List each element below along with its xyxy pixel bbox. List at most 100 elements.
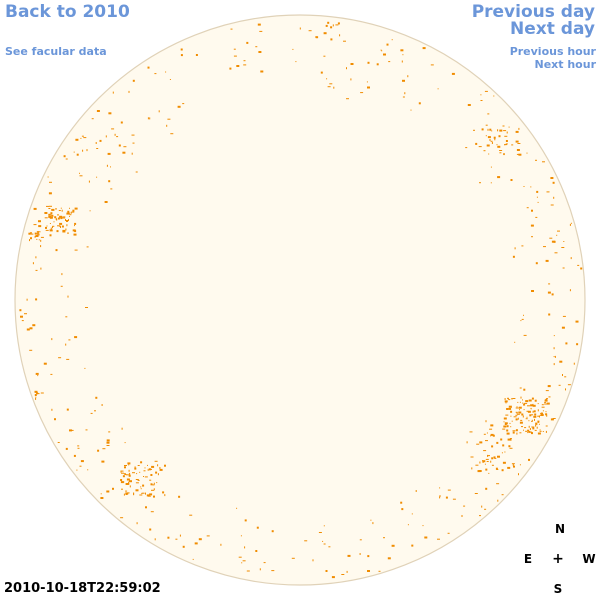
facula-speck: [83, 137, 87, 139]
facula-speck: [65, 343, 67, 346]
facula-speck: [530, 186, 532, 188]
facula-speck: [120, 121, 123, 124]
facula-speck: [65, 219, 66, 221]
facula-speck: [507, 398, 509, 400]
next-hour-link[interactable]: Next hour: [534, 58, 597, 71]
facula-speck: [135, 482, 139, 484]
facula-speck: [87, 469, 89, 471]
facula-speck: [505, 414, 509, 416]
facula-speck: [333, 86, 335, 89]
facula-speck: [452, 498, 456, 500]
facula-speck: [532, 410, 534, 413]
facula-speck: [56, 218, 58, 221]
facula-speck: [51, 214, 54, 217]
facula-speck: [35, 298, 38, 301]
facula-speck: [359, 539, 362, 541]
facula-speck: [520, 396, 522, 399]
facula-speck: [520, 320, 522, 322]
facula-speck: [112, 487, 114, 490]
facula-speck: [170, 133, 174, 135]
facula-speck: [567, 384, 571, 386]
facula-speck: [535, 424, 537, 427]
facula-speck: [422, 525, 424, 527]
facula-speck: [67, 295, 69, 298]
facula-speck: [504, 422, 508, 425]
facula-speck: [466, 441, 468, 444]
facula-speck: [491, 464, 494, 466]
previous-hour-link[interactable]: Previous hour: [509, 45, 596, 58]
facula-speck: [129, 485, 131, 488]
facula-speck: [147, 66, 150, 69]
facula-speck: [543, 246, 546, 248]
facula-speck: [150, 511, 154, 513]
facula-speck: [531, 236, 533, 238]
facula-speck: [147, 464, 148, 466]
facula-speck: [512, 398, 516, 399]
facula-speck: [512, 430, 516, 432]
facula-speck: [85, 307, 88, 308]
facula-speck: [80, 460, 84, 463]
facula-speck: [28, 232, 31, 235]
back-to-year-link[interactable]: Back to 2010: [5, 2, 130, 22]
facula-speck: [467, 104, 471, 106]
facula-speck: [537, 432, 541, 435]
facula-speck: [531, 397, 534, 400]
facula-speck: [53, 221, 55, 223]
facula-speck: [387, 557, 391, 560]
facula-speck: [99, 139, 102, 142]
facula-speck: [144, 467, 146, 469]
solar-disk: [14, 14, 586, 586]
facula-speck: [411, 513, 413, 515]
facula-speck: [475, 464, 479, 466]
facula-speck: [490, 182, 492, 184]
facula-speck: [229, 67, 232, 70]
next-day-link[interactable]: Next day: [510, 19, 595, 39]
facula-speck: [522, 402, 524, 404]
facula-speck: [483, 450, 487, 452]
facular-regions: [19, 21, 583, 579]
facula-speck: [470, 456, 474, 458]
facula-speck: [494, 457, 497, 459]
facula-speck: [461, 515, 463, 517]
facula-speck: [529, 428, 531, 430]
facula-speck: [478, 146, 482, 148]
facula-speck: [383, 537, 385, 539]
facula-speck: [149, 468, 152, 470]
facula-speck: [271, 530, 274, 533]
facula-speck: [62, 217, 66, 219]
facula-speck: [177, 105, 181, 108]
facula-speck: [100, 497, 104, 499]
facula-speck: [518, 127, 520, 130]
facula-speck: [537, 422, 539, 423]
facula-speck: [153, 482, 155, 485]
facula-speck: [499, 129, 503, 132]
facula-speck: [318, 532, 322, 533]
see-facular-data-link[interactable]: See facular data: [5, 45, 107, 58]
facula-speck: [145, 492, 146, 495]
facula-speck: [402, 54, 404, 56]
facula-speck: [532, 427, 535, 430]
facula-speck: [491, 130, 493, 132]
facula-speck: [164, 494, 166, 497]
facula-speck: [35, 233, 39, 235]
facula-speck: [332, 24, 334, 27]
facula-speck: [525, 418, 528, 420]
facula-speck: [510, 179, 513, 181]
facula-speck: [178, 495, 181, 498]
facula-speck: [139, 471, 141, 473]
facula-speck: [304, 540, 308, 542]
facula-speck: [514, 341, 516, 343]
facula-speck: [518, 411, 522, 414]
facula-speck: [49, 205, 52, 207]
facula-speck: [527, 410, 531, 413]
facula-speck: [320, 71, 323, 74]
facula-speck: [501, 469, 504, 472]
previous-day-link[interactable]: Previous day: [471, 2, 595, 22]
facula-speck: [51, 216, 53, 218]
facula-speck: [573, 362, 575, 365]
facula-speck: [502, 428, 506, 430]
facula-speck: [105, 135, 107, 138]
facula-speck: [60, 285, 63, 287]
facula-speck: [71, 429, 74, 431]
facula-speck: [498, 135, 501, 138]
